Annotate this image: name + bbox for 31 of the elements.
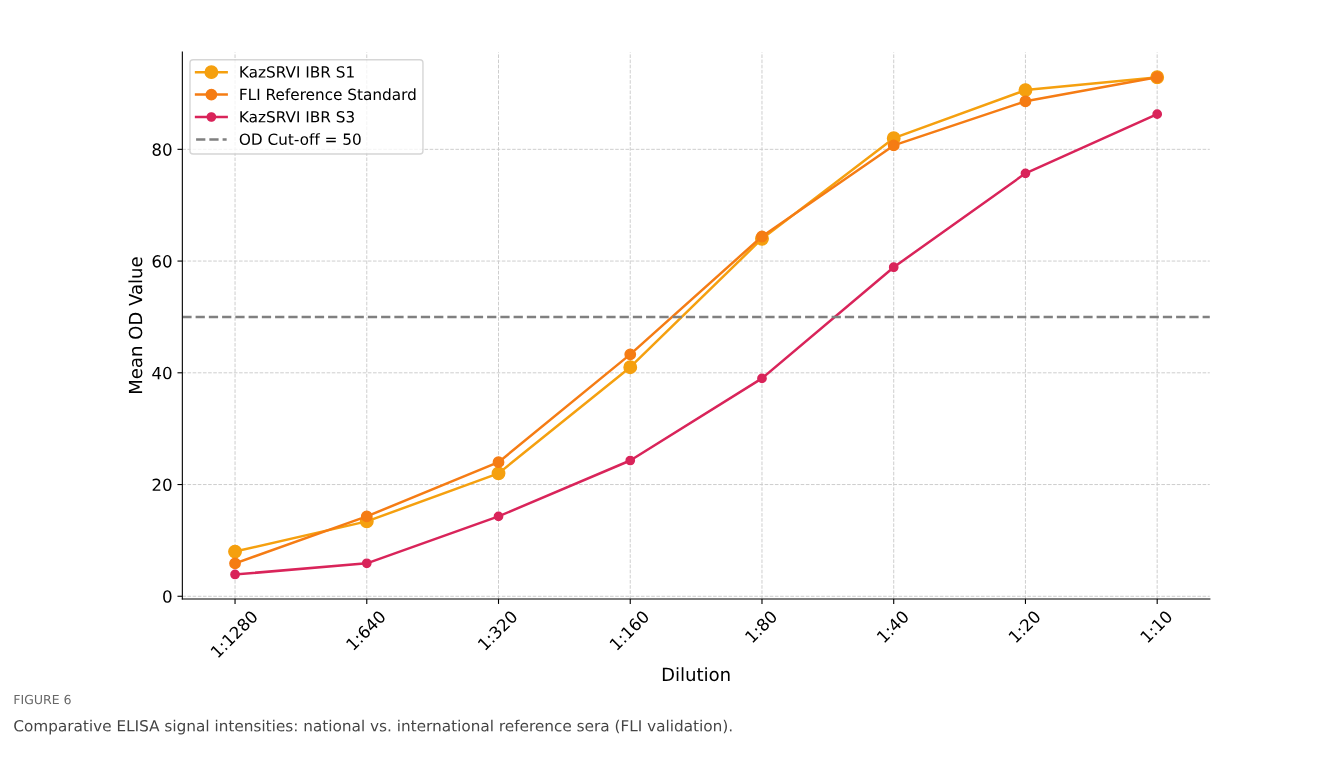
y-axis-title: Mean OD Value [128, 257, 143, 394]
point [1020, 168, 1031, 179]
point [1152, 109, 1163, 119]
caption: FIGURE 6 [14, 694, 71, 705]
y-tick-label: 60 [152, 255, 172, 268]
point [624, 348, 637, 361]
point [493, 511, 504, 522]
y-tick-label: 20 [152, 478, 172, 492]
point [230, 569, 240, 580]
legend-label: KazSRVI IBR S3 [240, 111, 354, 123]
point [492, 456, 505, 469]
point [757, 373, 767, 384]
point [625, 455, 636, 466]
point [360, 510, 373, 523]
legend-label: OD Cut-off = 50 [239, 133, 361, 145]
point [888, 262, 899, 273]
text: Comparative ELISA signal intensities: national vs. international reference sera (FLI validation). [14, 719, 732, 735]
y-tick-label: 40 [152, 366, 172, 380]
point [229, 557, 241, 570]
point [361, 558, 372, 569]
legend-label: KazSRVI IBR S1 [240, 66, 354, 78]
y-tick-label: 80 [152, 143, 172, 156]
x-axis-title: Dilution [662, 667, 730, 682]
point [491, 466, 506, 481]
point [228, 544, 242, 559]
point [1018, 83, 1033, 98]
point [887, 139, 900, 152]
y-tick-label: 0 [163, 590, 172, 603]
point [1019, 95, 1032, 108]
legend-label: FLI Reference Standard [240, 88, 416, 101]
point [623, 360, 638, 375]
